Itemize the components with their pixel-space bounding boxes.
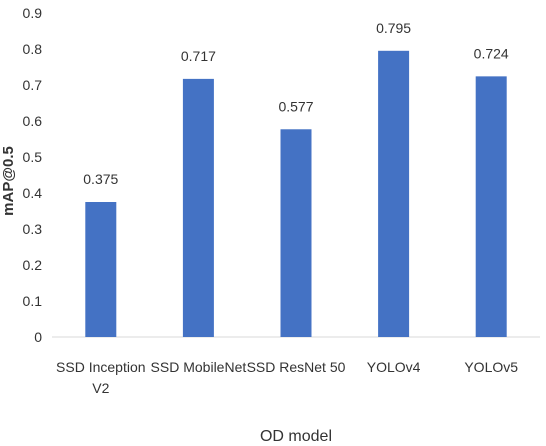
y-tick-label: 0.4	[23, 185, 43, 201]
data-labels: 0.375 0.717 0.577 0.795 0.724	[83, 20, 509, 187]
y-tick-label: 0.8	[23, 41, 43, 57]
x-tick-label-line: V2	[92, 380, 109, 396]
y-tick-label: 0.9	[23, 5, 43, 21]
y-tick-label: 0.1	[23, 293, 43, 309]
x-tick-label-line: YOLOv5	[464, 359, 518, 375]
y-tick-label: 0	[34, 329, 42, 345]
data-label: 0.375	[83, 171, 118, 187]
y-axis-ticks: 0 0.1 0.2 0.3 0.4 0.5 0.6 0.7 0.8 0.9	[23, 5, 43, 345]
y-axis-title: mAP@0.5	[0, 146, 17, 216]
data-label: 0.724	[474, 45, 509, 61]
x-tick-label-line: SSD MobileNet	[151, 359, 247, 375]
y-tick-label: 0.6	[23, 113, 43, 129]
bar	[378, 50, 410, 338]
bar	[280, 129, 312, 337]
bar	[85, 202, 117, 337]
x-tick-label: SSD Inception V2	[56, 359, 146, 396]
x-tick-label: YOLOv5	[464, 359, 518, 375]
y-tick-label: 0.2	[23, 257, 43, 273]
x-tick-label: SSD ResNet 50	[247, 359, 346, 375]
data-label: 0.795	[376, 20, 411, 36]
x-tick-label-line: SSD Inception	[56, 359, 146, 375]
x-axis-title: OD model	[260, 428, 332, 445]
bar	[475, 76, 507, 338]
data-label: 0.577	[278, 98, 313, 114]
data-label: 0.717	[181, 48, 216, 64]
x-tick-label: YOLOv4	[367, 359, 421, 375]
bar	[182, 78, 214, 337]
bars	[85, 50, 507, 338]
y-tick-label: 0.7	[23, 77, 43, 93]
x-tick-label-line: YOLOv4	[367, 359, 421, 375]
x-tick-label-line: SSD ResNet 50	[247, 359, 346, 375]
y-tick-label: 0.3	[23, 221, 43, 237]
y-tick-label: 0.5	[23, 149, 43, 165]
x-tick-label: SSD MobileNet	[151, 359, 247, 375]
x-axis-ticks: SSD Inception V2 SSD MobileNet SSD ResNet 5…	[56, 359, 518, 396]
